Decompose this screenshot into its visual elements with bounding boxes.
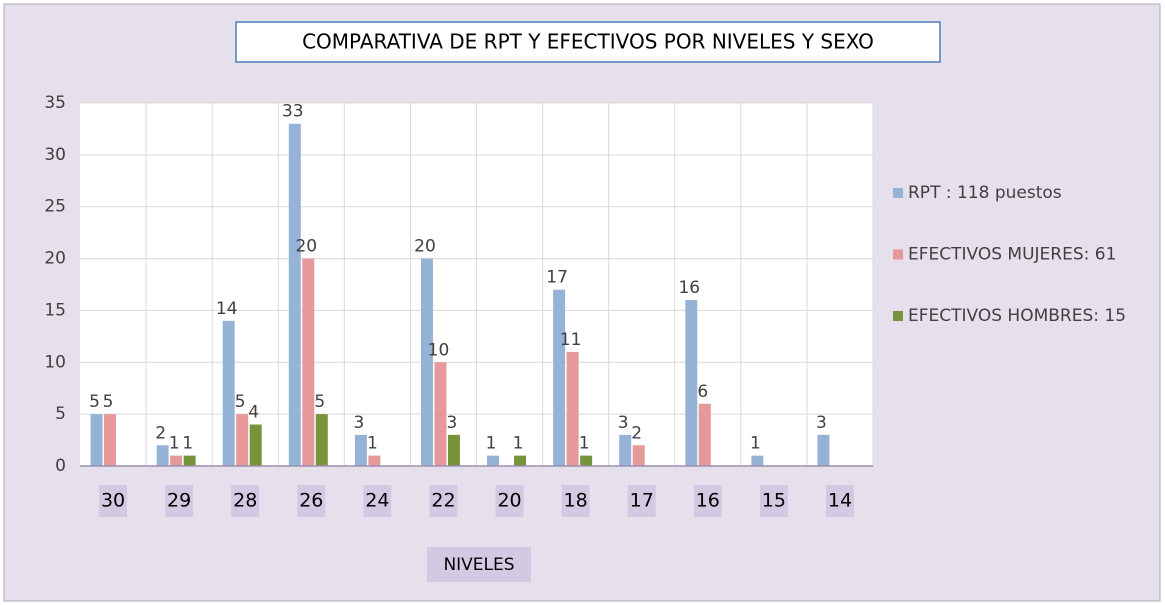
x-tick-box	[627, 485, 656, 517]
legend-label: RPT : 118 puestos	[908, 183, 1062, 203]
bar	[447, 434, 460, 466]
x-tick-label: 26	[299, 490, 323, 512]
data-label: 17	[546, 268, 568, 288]
y-tick-label: 20	[44, 249, 66, 269]
x-label-box	[427, 547, 531, 582]
y-tick-label: 15	[44, 300, 66, 320]
bar	[619, 434, 632, 466]
bar	[104, 414, 117, 466]
x-tick-box	[231, 485, 260, 517]
x-tick-label: 22	[431, 490, 455, 512]
y-tick-label: 30	[44, 145, 66, 165]
data-label: 5	[103, 392, 114, 412]
x-tick-label: 30	[101, 490, 125, 512]
data-label: 2	[155, 423, 166, 443]
bar	[90, 414, 103, 466]
legend-label: EFECTIVOS MUJERES: 61	[908, 245, 1116, 265]
legend-swatch	[893, 249, 903, 260]
data-label: 1	[579, 434, 590, 454]
y-tick-label: 25	[44, 197, 66, 217]
x-tick-label: 28	[233, 490, 257, 512]
x-tick-label: 24	[365, 490, 389, 512]
bar	[368, 455, 381, 466]
bar	[487, 455, 500, 466]
bar	[183, 455, 196, 466]
x-axis-label: NIVELES	[443, 555, 514, 575]
data-label: 1	[750, 434, 761, 454]
data-label: 1	[513, 434, 524, 454]
y-tick-label: 35	[44, 93, 66, 113]
bar	[170, 455, 183, 466]
data-label: 5	[235, 392, 246, 412]
data-label: 20	[295, 237, 317, 257]
x-tick-box	[363, 485, 392, 517]
bar	[222, 320, 235, 466]
bar	[817, 434, 830, 466]
data-label: 14	[216, 299, 238, 319]
bar	[514, 455, 527, 466]
x-tick-label: 14	[828, 490, 852, 512]
x-tick-box	[429, 485, 458, 517]
bar	[580, 455, 593, 466]
legend-swatch	[893, 311, 903, 321]
bar	[434, 362, 447, 466]
x-tick-label: 18	[564, 490, 588, 512]
y-tick-label: 10	[44, 352, 66, 372]
x-tick-box	[759, 485, 788, 517]
bar	[685, 300, 698, 466]
bar	[553, 289, 566, 466]
y-tick-label: 0	[55, 456, 66, 476]
title-box	[235, 21, 941, 63]
x-tick-box	[825, 485, 854, 517]
legend-swatch	[893, 188, 903, 198]
data-label: 3	[816, 413, 827, 433]
data-label: 3	[447, 413, 458, 433]
data-label: 1	[486, 434, 497, 454]
bar	[236, 414, 249, 466]
y-tick-label: 5	[55, 404, 66, 424]
x-tick-label: 16	[696, 490, 720, 512]
bar	[751, 455, 764, 466]
data-label: 6	[697, 382, 708, 402]
chart-title: COMPARATIVA DE RPT Y EFECTIVOS POR NIVEL…	[302, 30, 874, 54]
x-tick-box	[693, 485, 722, 517]
data-label: 5	[314, 392, 325, 412]
bar	[288, 123, 301, 466]
x-tick-label: 17	[630, 490, 654, 512]
data-label: 1	[182, 434, 193, 454]
x-tick-label: 20	[497, 490, 521, 512]
bar	[315, 414, 328, 466]
bar	[420, 258, 433, 466]
legend-label: EFECTIVOS HOMBRES: 15	[908, 306, 1126, 326]
data-label: 33	[282, 102, 304, 122]
x-tick-box	[561, 485, 590, 517]
data-label: 4	[248, 403, 259, 423]
data-label: 1	[169, 434, 180, 454]
data-label: 10	[428, 340, 450, 360]
bar	[632, 445, 645, 466]
data-label: 16	[678, 278, 700, 298]
x-tick-box	[495, 485, 524, 517]
x-tick-label: 15	[762, 490, 786, 512]
x-tick-label: 29	[167, 490, 191, 512]
x-tick-box	[297, 485, 326, 517]
bar	[354, 434, 367, 466]
bar	[249, 424, 262, 466]
x-tick-box	[165, 485, 194, 517]
data-label: 5	[89, 392, 100, 412]
data-label: 11	[560, 330, 582, 350]
data-label: 20	[414, 237, 436, 257]
bar	[302, 258, 315, 466]
bar	[566, 351, 579, 466]
data-label: 1	[367, 434, 378, 454]
data-label: 3	[353, 413, 364, 433]
data-label: 2	[631, 423, 642, 443]
bar	[156, 445, 169, 466]
data-label: 3	[618, 413, 629, 433]
x-tick-box	[99, 485, 128, 517]
bar	[698, 403, 711, 466]
